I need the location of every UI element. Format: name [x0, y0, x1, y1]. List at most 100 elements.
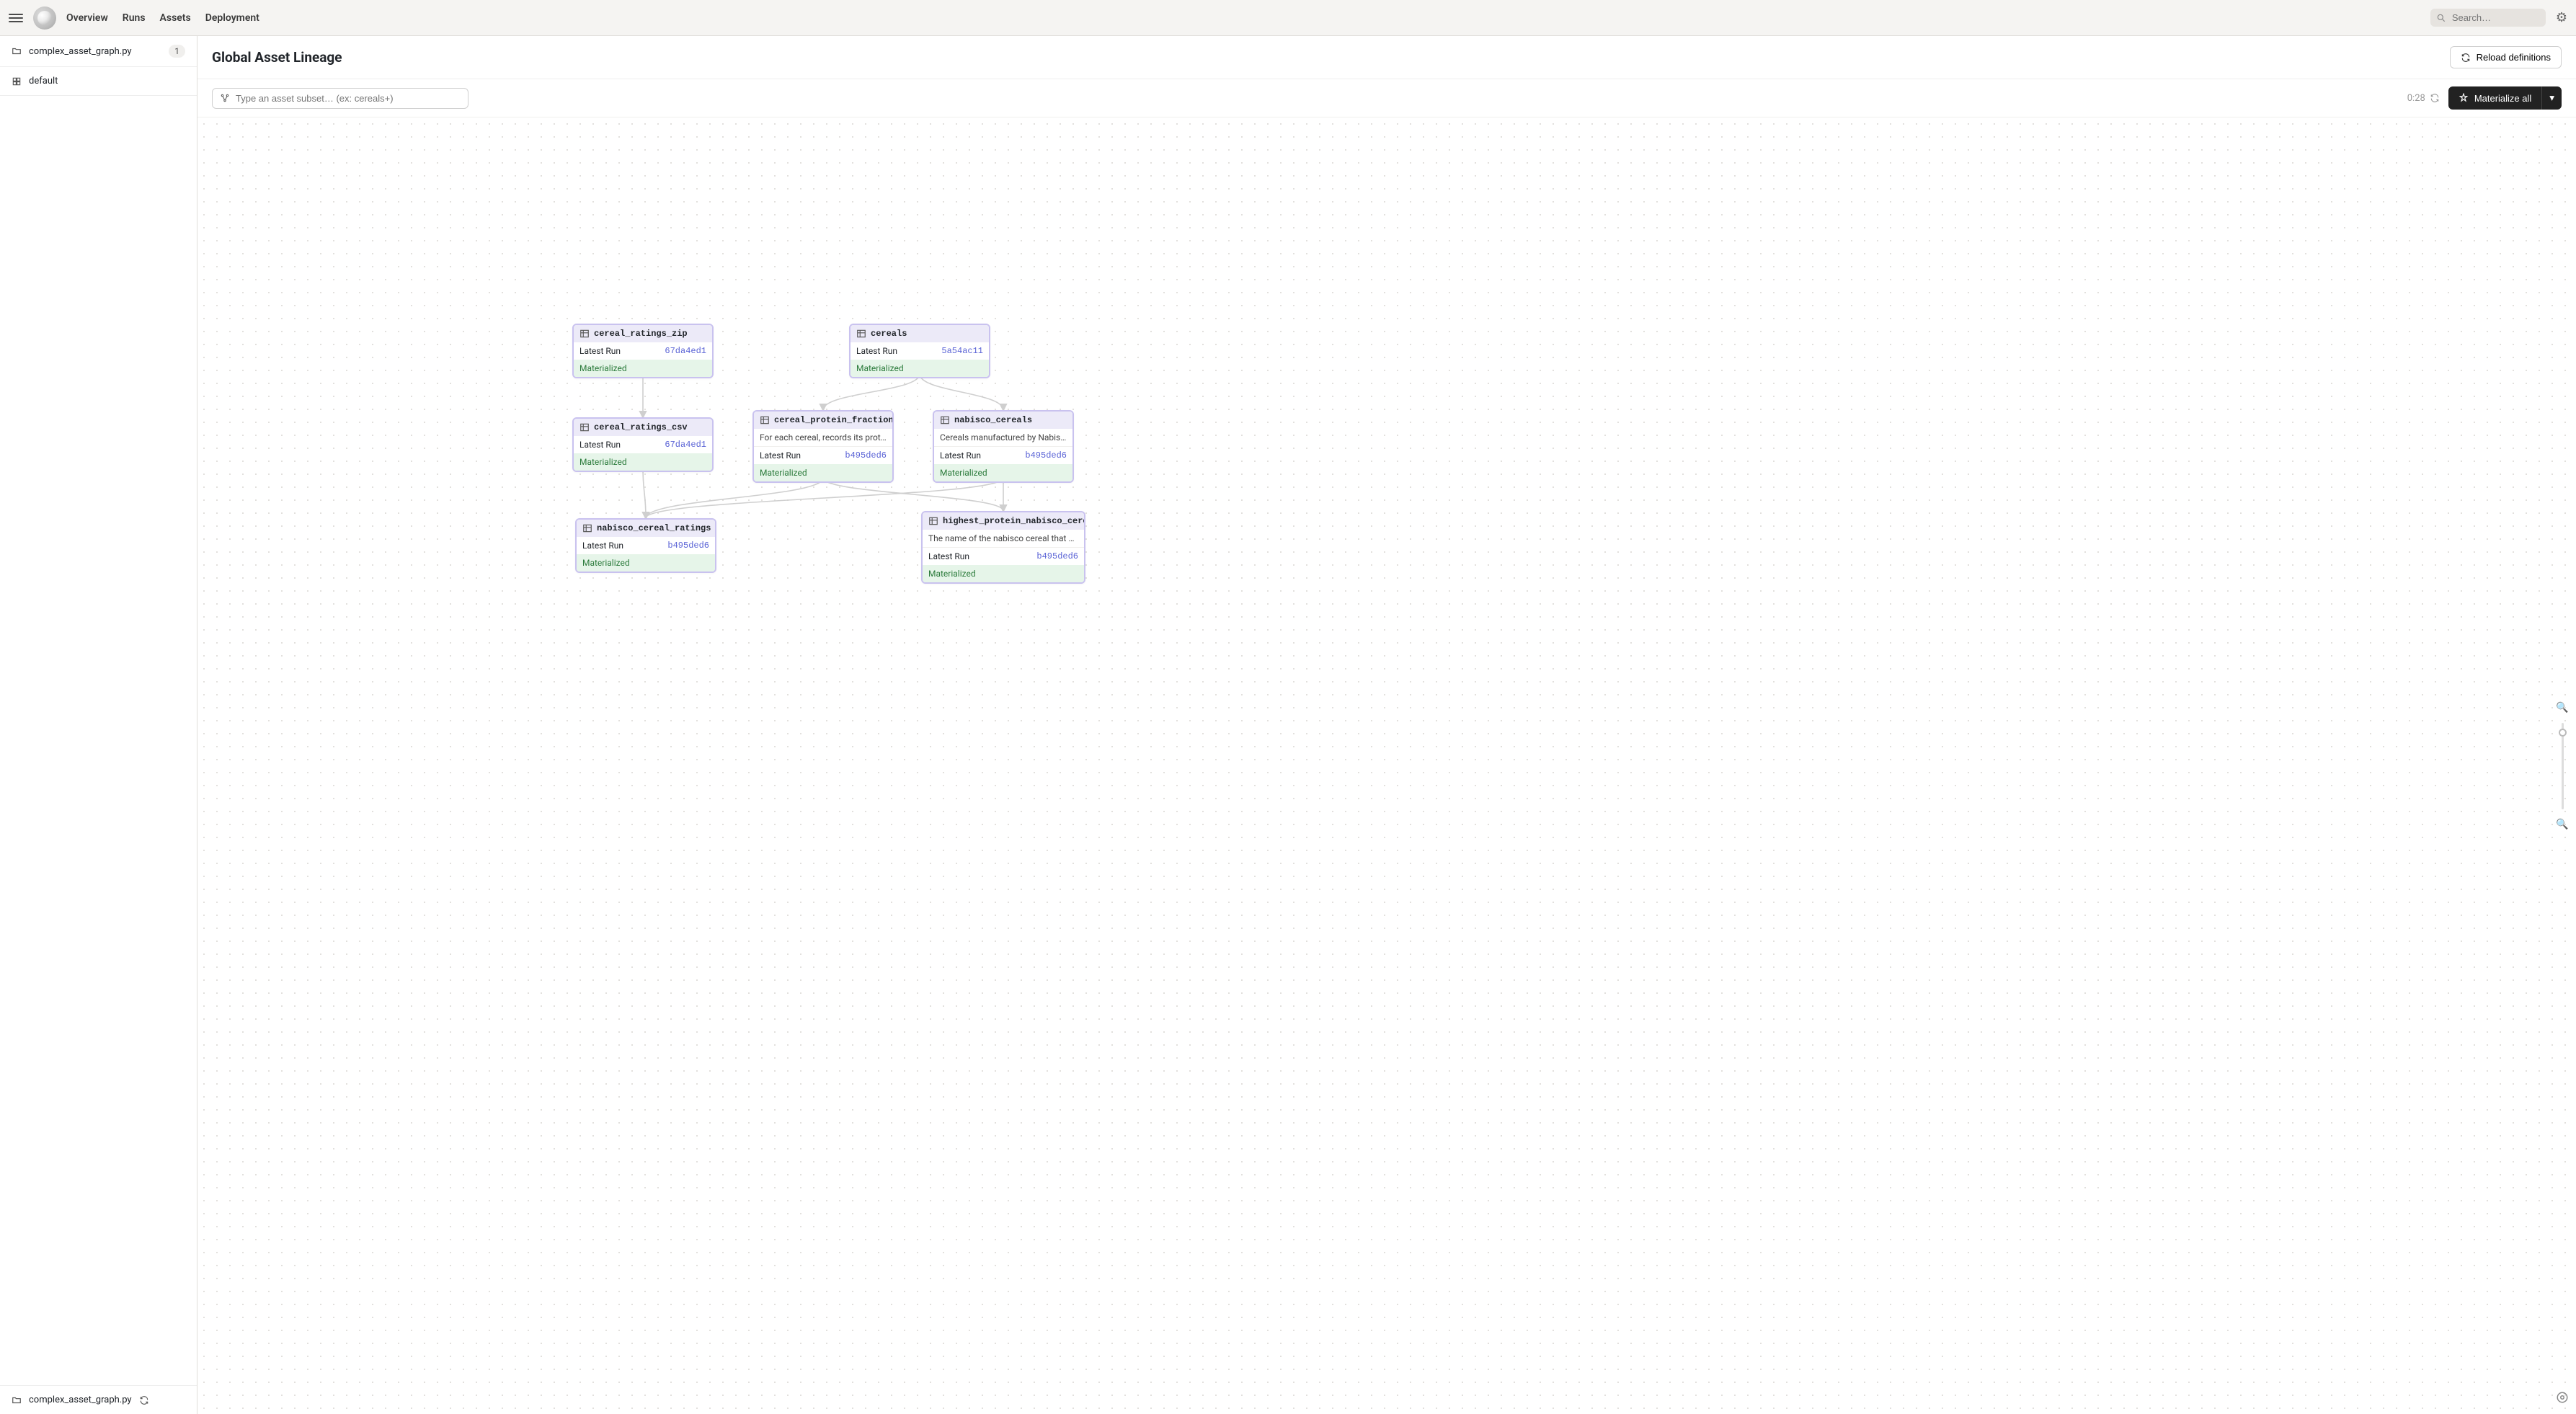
- node-title: cereal_ratings_csv: [594, 422, 688, 432]
- node-status: Materialized: [754, 464, 892, 481]
- latest-run-label: Latest Run: [940, 450, 981, 461]
- asset-node-nabisco_cereals[interactable]: nabisco_cereals Cereals manufactured by N…: [933, 410, 1074, 483]
- materialize-dropdown-button[interactable]: ▾: [2541, 86, 2562, 110]
- run-id-link[interactable]: 67da4ed1: [665, 346, 706, 356]
- sidebar-item-default[interactable]: default: [0, 67, 197, 96]
- node-latest-run-row: Latest Run b495ded6: [934, 447, 1072, 464]
- lineage-canvas[interactable]: 🔍 🔍 cereal_ratings_zip Latest Run 67da4ed1…: [197, 117, 2576, 1414]
- materialize-all-button[interactable]: Materialize all: [2448, 86, 2541, 110]
- node-title: nabisco_cereal_ratings: [597, 523, 711, 533]
- node-status: Materialized: [923, 565, 1084, 582]
- nav-overview[interactable]: Overview: [66, 12, 108, 24]
- zoom-thumb[interactable]: [2559, 729, 2567, 737]
- latest-run-label: Latest Run: [928, 551, 969, 561]
- node-status: Materialized: [574, 453, 712, 471]
- materialize-label: Materialize all: [2474, 93, 2531, 104]
- folder-icon: [12, 46, 22, 56]
- table-icon: [579, 422, 590, 432]
- edge: [643, 468, 646, 518]
- node-header: cereals: [850, 325, 989, 342]
- sidebar-footer-label: complex_asset_graph.py: [29, 1395, 132, 1405]
- latest-run-label: Latest Run: [579, 346, 621, 356]
- node-latest-run-row: Latest Run5a54ac11: [850, 342, 989, 360]
- logo[interactable]: [33, 6, 56, 30]
- center-icon: [2556, 1391, 2569, 1404]
- asset-node-cereals[interactable]: cereals Latest Run5a54ac11Materialized: [849, 324, 990, 378]
- group-icon: [12, 76, 22, 86]
- page-title: Global Asset Lineage: [212, 49, 342, 66]
- refresh-icon[interactable]: [139, 1395, 149, 1405]
- reload-definitions-button[interactable]: Reload definitions: [2450, 46, 2562, 68]
- asset-node-cereal_ratings_zip[interactable]: cereal_ratings_zipLatest Run67da4ed1Mate…: [572, 324, 714, 378]
- run-id-link[interactable]: 67da4ed1: [665, 440, 706, 450]
- toolbar: 0:28 Materialize all ▾: [197, 79, 2576, 117]
- asset-subset-filter[interactable]: [212, 88, 468, 109]
- nav-links: Overview Runs Assets Deployment: [66, 12, 259, 24]
- node-header: nabisco_cereals: [934, 412, 1072, 429]
- reload-label: Reload definitions: [2477, 52, 2551, 63]
- node-description: Cereals manufactured by Nabisco: [934, 429, 1072, 447]
- edge: [823, 374, 920, 410]
- node-title: highest_protein_nabisco_cereal: [943, 516, 1085, 526]
- nav-runs[interactable]: Runs: [123, 12, 146, 24]
- asset-node-cereal_protein_fractions[interactable]: cereal_protein_fractionsFor each cereal,…: [752, 410, 894, 483]
- latest-run-label: Latest Run: [582, 541, 623, 551]
- node-header: highest_protein_nabisco_cereal: [923, 512, 1084, 530]
- materialize-icon: [2459, 93, 2469, 103]
- gear-icon[interactable]: ⚙: [2556, 10, 2567, 25]
- filter-icon: [220, 93, 230, 103]
- page-header: Global Asset Lineage Reload definitions: [197, 36, 2576, 79]
- node-status: Materialized: [934, 464, 1072, 481]
- node-title: nabisco_cereals: [954, 415, 1032, 425]
- filter-input-field[interactable]: [236, 93, 461, 104]
- nav-deployment[interactable]: Deployment: [205, 12, 259, 24]
- node-title: cereal_protein_fractions: [774, 415, 894, 425]
- table-icon: [579, 329, 590, 339]
- node-latest-run-row: Latest Run b495ded6: [754, 447, 892, 464]
- asset-node-cereal_ratings_csv[interactable]: cereal_ratings_csv Latest Run 67da4ed1 Mate…: [572, 417, 714, 472]
- run-id-link[interactable]: 5a54ac11: [941, 346, 983, 356]
- table-icon: [928, 516, 938, 526]
- node-header: nabisco_cereal_ratings: [577, 520, 715, 537]
- asset-node-nabisco_cereal_ratings[interactable]: nabisco_cereal_ratings Latest Run b495ded6…: [575, 518, 716, 573]
- main-panel: Global Asset Lineage Reload definitions …: [197, 36, 2576, 1414]
- zoom-out-button[interactable]: 🔍: [2556, 818, 2569, 831]
- latest-run-label: Latest Run: [579, 440, 621, 450]
- asset-node-highest_protein_nabisco_cereal[interactable]: highest_protein_nabisco_cereal The name o…: [921, 511, 1085, 584]
- run-id-link[interactable]: b495ded6: [1025, 450, 1067, 461]
- node-status: Materialized: [850, 360, 989, 377]
- zoom-controls: 🔍 🔍: [2556, 701, 2569, 831]
- node-latest-run-row: Latest Run b495ded6: [923, 548, 1084, 565]
- latest-run-label: Latest Run: [760, 450, 801, 461]
- run-id-link[interactable]: b495ded6: [667, 541, 709, 551]
- node-title: cereals: [871, 329, 907, 339]
- materialize-button-group: Materialize all ▾: [2448, 86, 2562, 110]
- table-icon: [856, 329, 866, 339]
- run-id-link[interactable]: b495ded6: [845, 450, 887, 461]
- node-latest-run-row: Latest Run b495ded6: [577, 537, 715, 554]
- sidebar-item-code-location[interactable]: complex_asset_graph.py 1: [0, 36, 197, 67]
- table-icon: [582, 523, 592, 533]
- zoom-slider[interactable]: [2562, 723, 2564, 809]
- node-title: cereal_ratings_zip: [594, 329, 688, 339]
- node-latest-run-row: Latest Run 67da4ed1: [574, 342, 712, 360]
- folder-icon: [12, 1395, 22, 1405]
- sidebar-footer[interactable]: complex_asset_graph.py: [0, 1385, 197, 1414]
- refresh-timer: 0:28: [2407, 93, 2440, 104]
- run-id-link[interactable]: b495ded6: [1036, 551, 1078, 561]
- edge-layer: [197, 117, 2576, 1414]
- global-search[interactable]: /: [2430, 9, 2546, 27]
- node-header: cereal_protein_fractions: [754, 412, 892, 429]
- zoom-in-button[interactable]: 🔍: [2556, 701, 2569, 714]
- edge: [646, 478, 823, 518]
- nav-assets[interactable]: Assets: [160, 12, 191, 24]
- center-graph-button[interactable]: [2556, 1391, 2569, 1407]
- menu-icon[interactable]: [9, 11, 23, 25]
- refresh-icon[interactable]: [2430, 93, 2440, 103]
- search-icon: [2436, 13, 2446, 23]
- node-status: Materialized: [577, 554, 715, 572]
- node-description: The name of the nabisco cereal that has …: [923, 530, 1084, 548]
- sidebar-item-label: complex_asset_graph.py: [29, 46, 132, 57]
- timer-value: 0:28: [2407, 93, 2425, 104]
- node-header: cereal_ratings_zip: [574, 325, 712, 342]
